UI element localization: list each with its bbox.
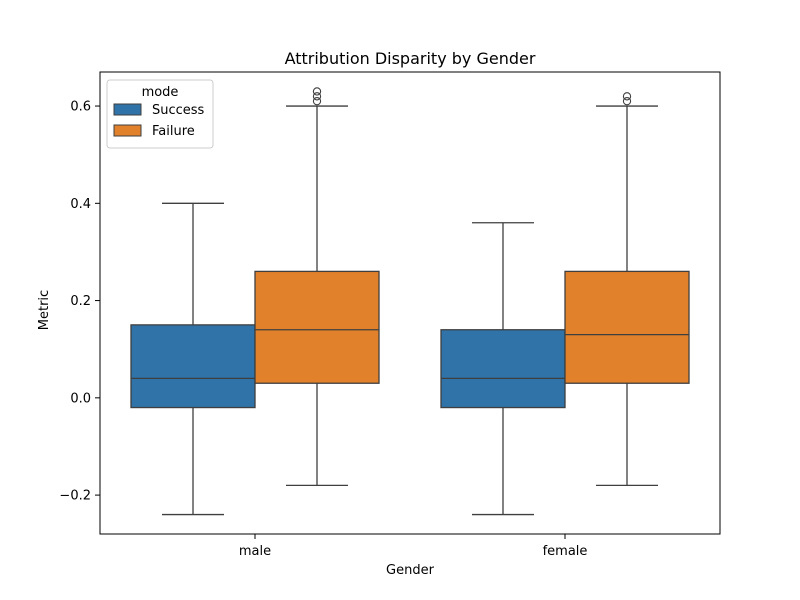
- outlier-failure-male-1: [312, 92, 322, 101]
- x-tick-label-female: female: [543, 544, 588, 559]
- legend-swatch-failure: [113, 124, 142, 137]
- y-tick-label: 0.0: [70, 391, 91, 406]
- box-success-male: [130, 324, 256, 409]
- x-axis-label: Gender: [386, 563, 435, 578]
- y-tick-label: −0.2: [59, 489, 91, 504]
- legend-title: mode: [142, 85, 179, 100]
- outlier-failure-female-1: [622, 92, 632, 101]
- x-tick-label-male: male: [239, 544, 271, 559]
- y-tick-label: 0.4: [70, 197, 91, 212]
- legend-label-failure: Failure: [152, 124, 195, 139]
- plot-frame: [99, 71, 721, 535]
- y-axis-label: Metric: [37, 290, 52, 330]
- outlier-failure-female-0: [622, 97, 632, 106]
- box-success-female: [440, 329, 566, 409]
- plot-area: −0.2 0.0 0.2 0.4 0.6 male female: [59, 71, 721, 559]
- y-tick-label: 0.2: [70, 294, 91, 309]
- legend-label-success: Success: [152, 103, 205, 118]
- chart-title: Attribution Disparity by Gender: [285, 49, 536, 68]
- box-failure-female: [564, 270, 690, 384]
- outlier-failure-male-0: [312, 97, 322, 106]
- y-tick-label: 0.6: [70, 100, 91, 115]
- legend: mode Success Failure: [106, 79, 214, 149]
- outlier-failure-male-2: [312, 87, 322, 96]
- legend-swatch-success: [113, 103, 142, 116]
- box-failure-male: [254, 270, 380, 384]
